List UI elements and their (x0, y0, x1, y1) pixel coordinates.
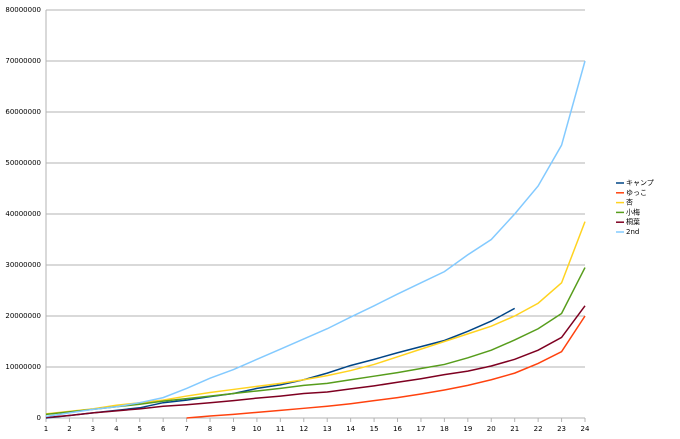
y-tick-label: 80000000 (5, 6, 41, 14)
y-tick-label: 30000000 (5, 261, 41, 269)
legend-label: 小梅 (626, 207, 640, 216)
x-tick-label: 16 (393, 425, 402, 433)
x-tick-label: 7 (184, 425, 188, 433)
x-tick-label: 12 (299, 425, 308, 433)
legend-label: キャンプ (626, 179, 654, 187)
x-tick-label: 13 (323, 425, 332, 433)
x-tick-label: 4 (114, 425, 119, 433)
x-tick-label: 2 (67, 425, 71, 433)
series-line (45, 307, 516, 419)
y-tick-label: 20000000 (5, 312, 41, 320)
x-tick-label: 20 (487, 425, 496, 433)
x-tick-label: 1 (44, 425, 48, 433)
x-tick-label: 8 (208, 425, 212, 433)
x-tick-label: 21 (510, 425, 519, 433)
x-tick-label: 5 (138, 425, 142, 433)
y-tick-label: 40000000 (5, 210, 41, 218)
series-line (45, 60, 586, 418)
y-tick-label: 50000000 (5, 159, 41, 167)
x-tick-label: 18 (440, 425, 449, 433)
legend-label: ゆっこ (626, 189, 647, 197)
legend-label: 杏 (626, 198, 633, 207)
x-tick-label: 24 (581, 425, 590, 433)
series-line (45, 305, 586, 419)
x-tick-label: 17 (416, 425, 425, 433)
x-tick-label: 11 (276, 425, 285, 433)
series-line (45, 267, 586, 416)
x-tick-label: 19 (463, 425, 472, 433)
y-tick-label: 10000000 (5, 363, 41, 371)
x-tick-label: 23 (557, 425, 566, 433)
y-tick-label: 60000000 (5, 108, 41, 116)
x-tick-label: 3 (91, 425, 95, 433)
x-tick-label: 15 (370, 425, 379, 433)
x-tick-label: 9 (231, 425, 235, 433)
y-tick-label: 70000000 (5, 57, 41, 65)
y-tick-label: 0 (37, 414, 41, 422)
legend-label: 桐葉 (626, 217, 640, 226)
legend-label: 2nd (626, 228, 639, 236)
x-tick-label: 10 (252, 425, 261, 433)
x-tick-label: 22 (534, 425, 543, 433)
x-tick-label: 6 (161, 425, 166, 433)
series-line (186, 315, 586, 419)
x-tick-label: 14 (346, 425, 355, 433)
